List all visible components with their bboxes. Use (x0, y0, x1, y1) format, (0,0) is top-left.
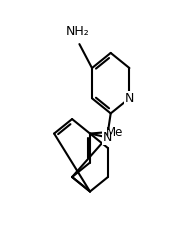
Text: N: N (125, 92, 134, 105)
Text: NH₂: NH₂ (66, 25, 89, 38)
Text: N: N (102, 131, 112, 144)
Text: Me: Me (106, 126, 124, 139)
